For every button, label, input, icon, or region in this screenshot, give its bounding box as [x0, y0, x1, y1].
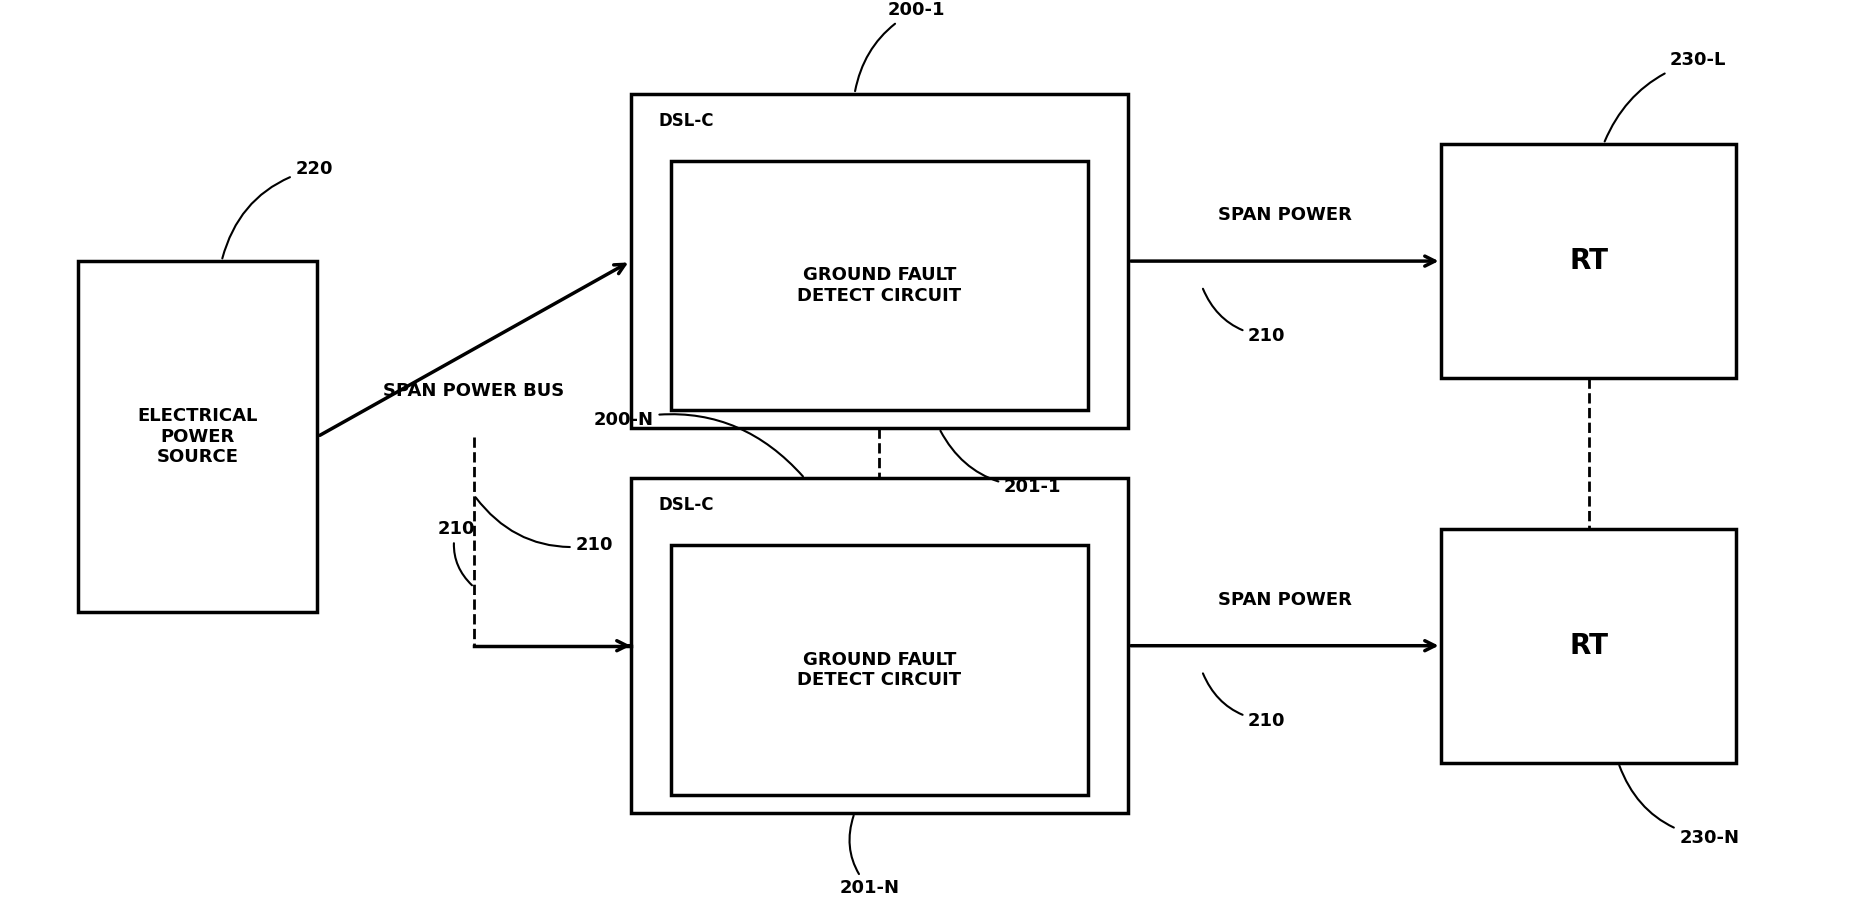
- Text: DSL-C: DSL-C: [659, 496, 714, 514]
- Text: 230-N: 230-N: [1620, 765, 1740, 847]
- Text: ELECTRICAL
POWER
SOURCE: ELECTRICAL POWER SOURCE: [137, 407, 257, 466]
- Text: 210: 210: [1203, 674, 1285, 730]
- Bar: [672, 545, 1088, 795]
- Text: GROUND FAULT
DETECT CIRCUIT: GROUND FAULT DETECT CIRCUIT: [798, 650, 961, 690]
- Text: 210: 210: [437, 519, 474, 586]
- Text: SPAN POWER: SPAN POWER: [1218, 206, 1351, 224]
- Text: RT: RT: [1570, 247, 1609, 275]
- Text: 230-L: 230-L: [1605, 51, 1727, 142]
- Text: 200-N: 200-N: [594, 411, 803, 476]
- Text: GROUND FAULT
DETECT CIRCUIT: GROUND FAULT DETECT CIRCUIT: [798, 266, 961, 305]
- Bar: [1442, 144, 1736, 379]
- Text: SPAN POWER BUS: SPAN POWER BUS: [383, 382, 565, 400]
- Bar: [1442, 528, 1736, 762]
- Bar: [78, 261, 317, 613]
- Text: DSL-C: DSL-C: [659, 111, 714, 130]
- Text: 210: 210: [476, 498, 613, 554]
- Text: 201-N: 201-N: [840, 815, 900, 897]
- Text: RT: RT: [1570, 631, 1609, 659]
- Text: 220: 220: [222, 161, 333, 258]
- Text: SPAN POWER: SPAN POWER: [1218, 591, 1351, 609]
- Text: 200-1: 200-1: [855, 1, 946, 91]
- Text: 201-1: 201-1: [940, 431, 1061, 496]
- Bar: [631, 478, 1129, 813]
- Text: 210: 210: [1203, 289, 1285, 345]
- Bar: [631, 94, 1129, 429]
- Bar: [672, 161, 1088, 410]
